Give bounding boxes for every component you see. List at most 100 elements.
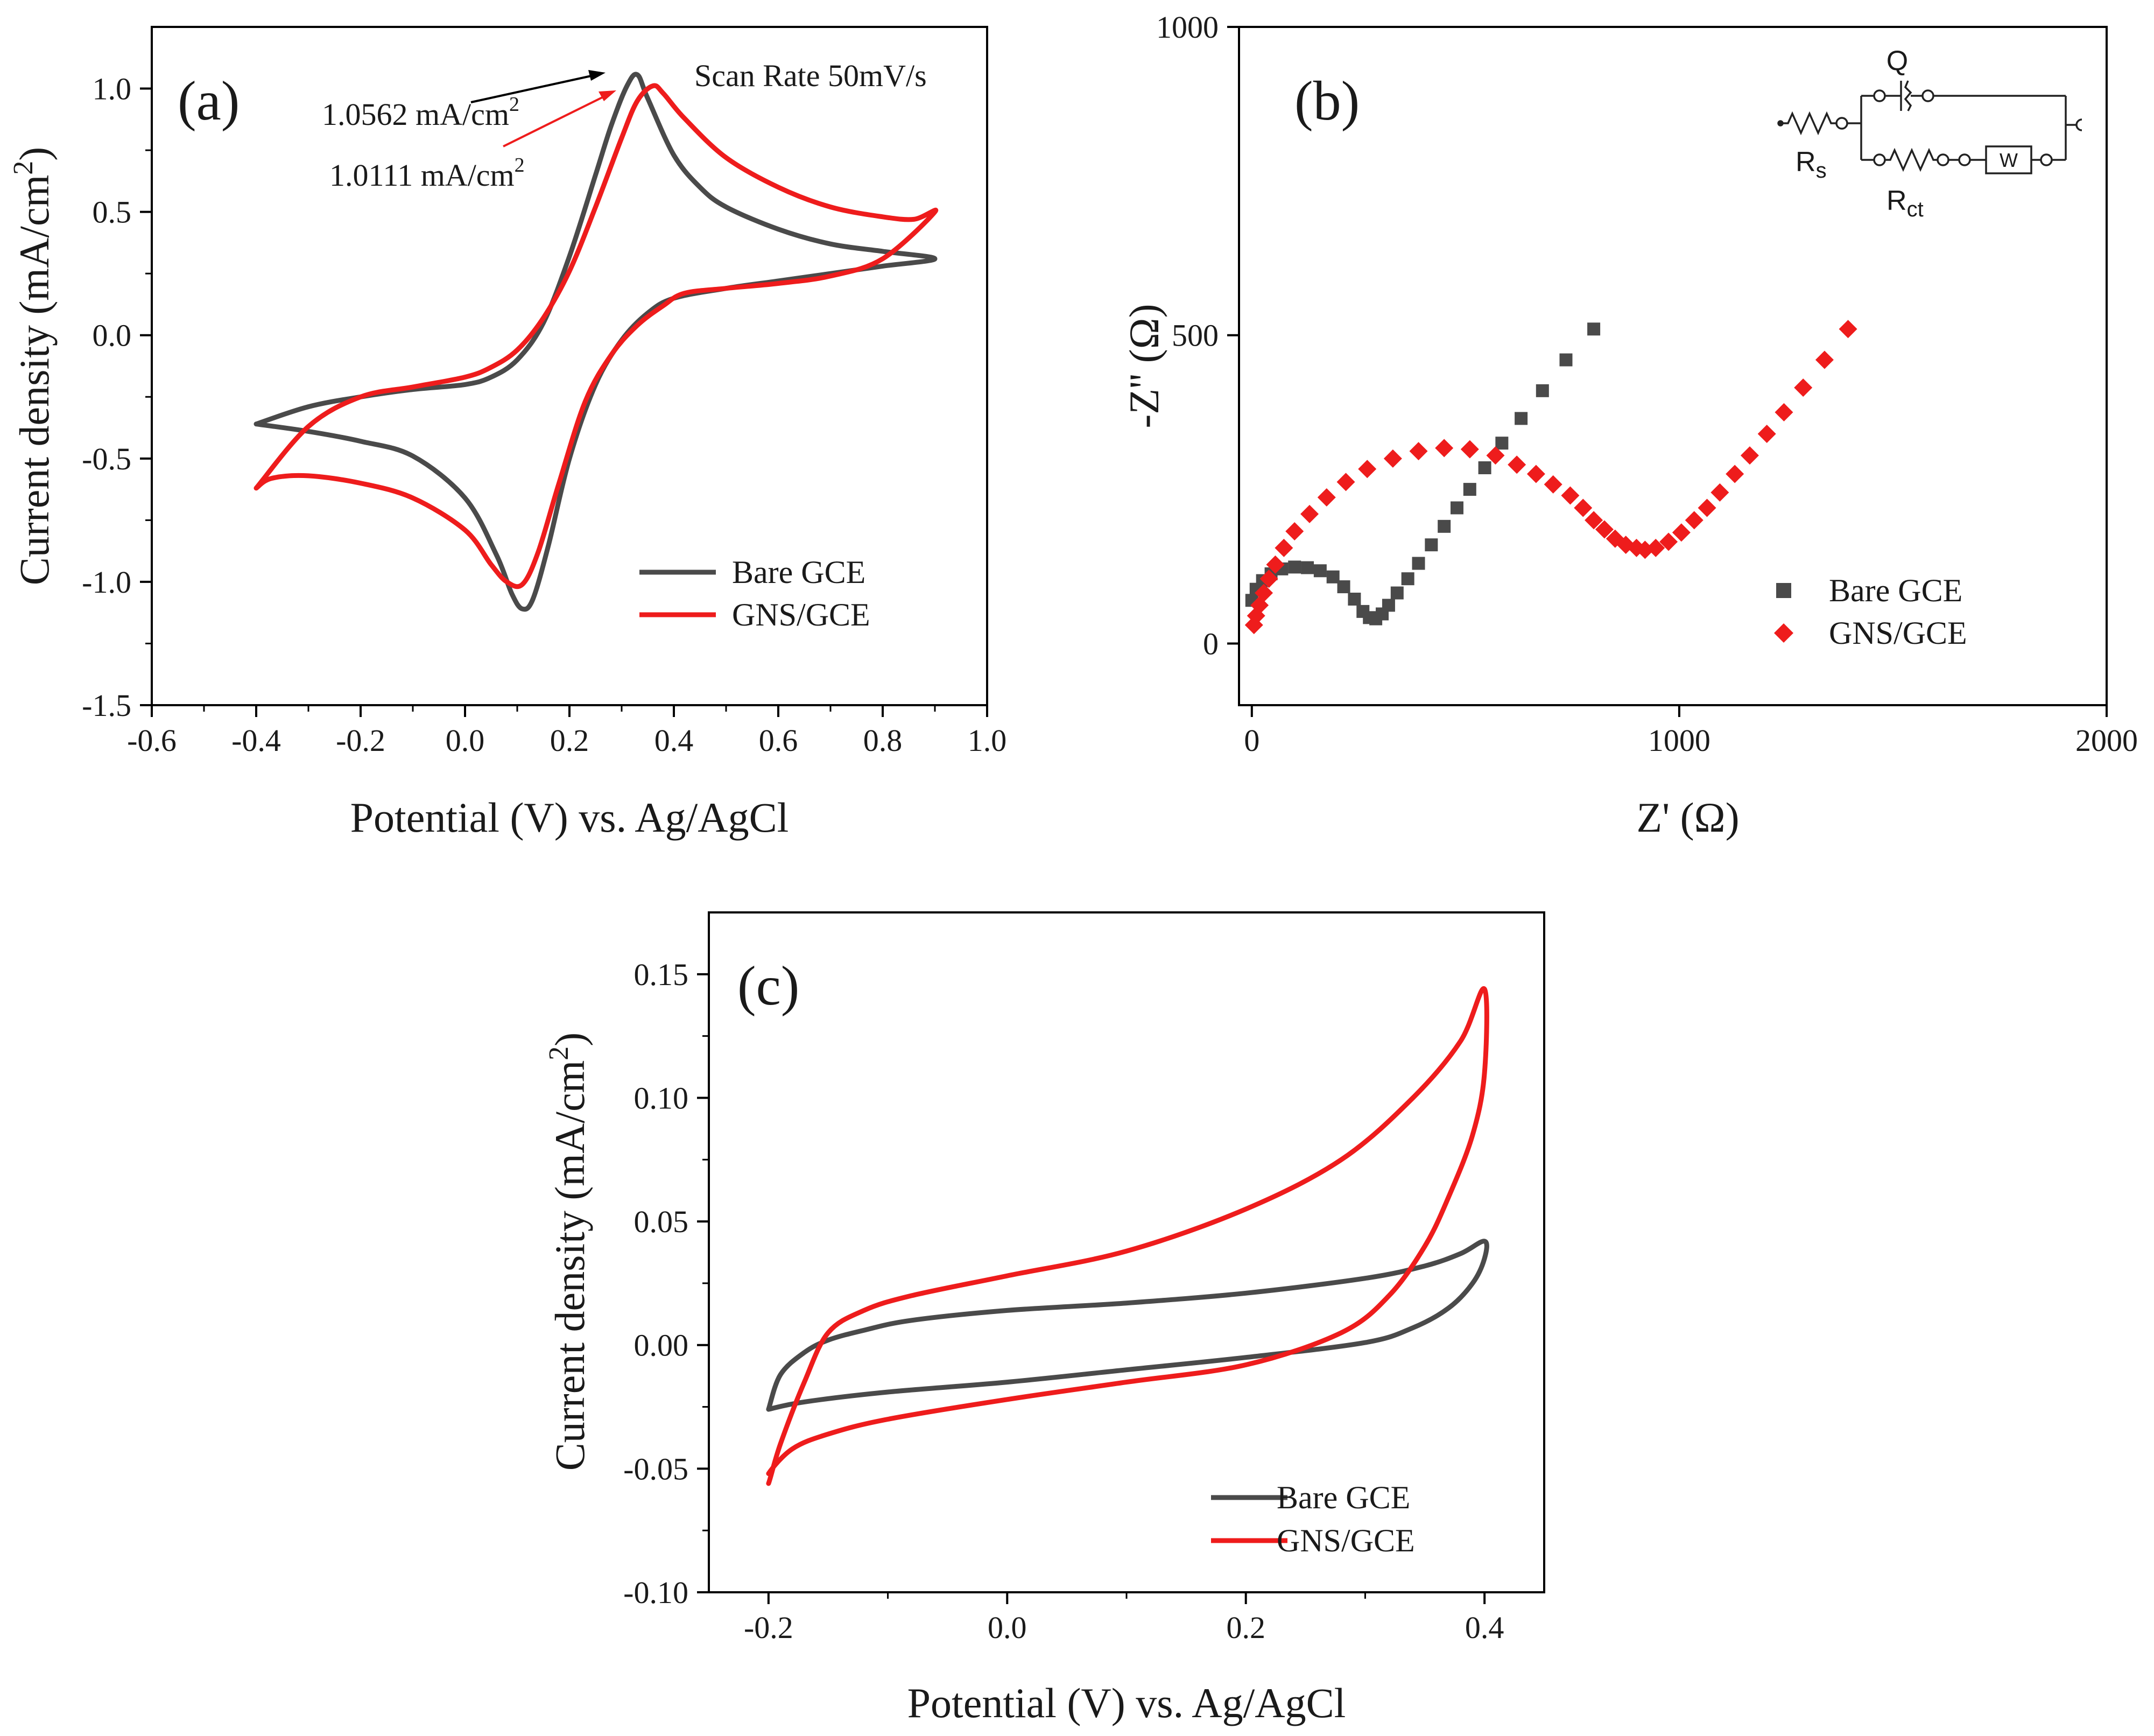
panel-c-series — [766, 986, 1489, 1486]
data-point-gns-gce — [1775, 403, 1793, 421]
data-point-bare-gce — [1313, 564, 1327, 578]
data-point-bare-gce — [1515, 412, 1528, 425]
circuit-q-label: Q — [1886, 45, 1908, 76]
data-point-bare-gce — [1438, 519, 1451, 533]
circuit-output-terminal — [2075, 118, 2082, 131]
panel-c-x-label: Potential (V) vs. Ag/AgCl — [907, 1679, 1346, 1726]
x-tick-label: 0.8 — [863, 723, 903, 758]
panel-b-series — [1244, 320, 1857, 635]
x-tick-label: 0 — [1244, 723, 1259, 758]
x-tick-label: -0.6 — [127, 723, 177, 758]
x-tick-label: 0.4 — [654, 723, 694, 758]
data-point-gns-gce — [1815, 350, 1834, 369]
circuit-rs-label: Rs — [1796, 146, 1827, 182]
y-tick-label: 0 — [1203, 626, 1219, 661]
data-point-bare-gce — [1559, 353, 1573, 367]
data-point-bare-gce — [1337, 580, 1350, 594]
data-point-bare-gce — [1401, 572, 1414, 586]
panel-c-y-label-sup: 2 — [544, 1046, 574, 1060]
data-point-bare-gce — [1478, 461, 1491, 474]
panel-b-nyquist-chart: 0 1000 2000 0 500 1000 (b) — [1121, 10, 2138, 841]
circuit-node — [1873, 89, 1886, 102]
series-line-bare-gce — [254, 72, 938, 612]
x-tick-label: 0.4 — [1465, 1610, 1504, 1645]
panel-a-y-label-main: Current density (mA/cm — [11, 175, 58, 586]
data-point-gns-gce — [1544, 475, 1562, 494]
x-tick-label: -0.4 — [231, 723, 281, 758]
panel-a-legend-gns: GNS/GCE — [732, 597, 870, 632]
panel-c-ticks — [697, 973, 1486, 1604]
panel-c-label: (c) — [737, 955, 799, 1017]
data-point-gns-gce — [1486, 446, 1505, 465]
data-point-gns-gce — [1726, 465, 1744, 483]
panel-b-y-tick-labels: 0 500 1000 — [1156, 10, 1219, 661]
panel-a-cv-chart: -0.6 -0.4 -0.2 0.0 0.2 0.4 0.6 0.8 1.0 -1.5-1.0-… — [8, 26, 1007, 841]
series-line-gns-gce — [254, 83, 939, 589]
data-point-bare-gce — [1412, 557, 1425, 570]
data-point-bare-gce — [1587, 322, 1601, 336]
y-tick-label: -0.5 — [82, 441, 131, 476]
x-tick-label: 1.0 — [968, 723, 1007, 758]
data-point-gns-gce — [1300, 504, 1319, 523]
panel-a-y-label: Current density (mA/cm2) — [8, 147, 58, 586]
data-point-gns-gce — [1672, 523, 1691, 542]
panel-a-scan-rate: Scan Rate 50mV/s — [694, 58, 927, 93]
panel-a-y-tick-labels: -1.5 -1.0 -0.5 0.0 0.5 1.0 — [82, 72, 131, 723]
data-point-gns-gce — [1710, 483, 1729, 502]
circuit-node — [1921, 89, 1934, 102]
data-point-gns-gce — [1757, 425, 1776, 443]
data-point-gns-gce — [1358, 460, 1377, 479]
x-tick-label: 1000 — [1648, 723, 1710, 758]
panel-a-legend: Bare GCE GNS/GCE — [639, 554, 870, 632]
data-point-gns-gce — [1574, 498, 1593, 517]
panel-a-arrowhead-gns — [599, 90, 616, 101]
data-point-bare-gce — [1301, 561, 1314, 574]
series-line-gns-gce — [766, 986, 1489, 1486]
panel-a-legend-bare: Bare GCE — [732, 554, 865, 590]
circuit-node — [1937, 153, 1949, 166]
circuit-node — [1835, 117, 1848, 130]
panel-a-x-label: Potential (V) vs. Ag/AgCl — [350, 794, 789, 841]
panel-b-x-tick-labels: 0 1000 2000 — [1244, 723, 2138, 758]
data-point-gns-gce — [1383, 449, 1402, 468]
y-tick-label: -0.10 — [623, 1575, 688, 1610]
panel-a-ticks — [140, 87, 988, 717]
series-line-bare-gce — [766, 1239, 1489, 1412]
x-tick-label: 0.0 — [988, 1610, 1027, 1645]
y-tick-label: -0.05 — [623, 1451, 688, 1486]
x-tick-label: 0.2 — [1226, 1610, 1265, 1645]
x-tick-label: 0.2 — [550, 723, 589, 758]
data-point-gns-gce — [1255, 584, 1273, 602]
circuit-node — [2040, 153, 2053, 166]
data-point-gns-gce — [1839, 320, 1857, 339]
data-point-gns-gce — [1794, 378, 1813, 397]
panel-a-label: (a) — [178, 70, 240, 132]
data-point-gns-gce — [1659, 532, 1678, 551]
data-point-gns-gce — [1585, 511, 1603, 530]
panel-a-peak-bare-value: 1.0562 mA/cm — [322, 97, 509, 132]
panel-c-legend: Bare GCE GNS/GCE — [1211, 1480, 1415, 1558]
data-point-gns-gce — [1698, 498, 1716, 517]
panel-b-circuit-inset — [1777, 80, 2082, 174]
panel-a-y-label-sup: 2 — [8, 161, 39, 175]
data-point-bare-gce — [1463, 483, 1476, 496]
circuit-input-terminal — [1777, 120, 1784, 126]
data-point-bare-gce — [1348, 592, 1361, 606]
x-tick-label: 0.6 — [759, 723, 798, 758]
panel-a-peak-bare-sup: 2 — [509, 93, 519, 116]
x-tick-label: 2000 — [2075, 723, 2138, 758]
y-tick-label: 0.5 — [93, 195, 132, 230]
circuit-rs-main: R — [1796, 146, 1816, 178]
x-tick-label: -0.2 — [336, 723, 385, 758]
data-point-bare-gce — [1425, 538, 1438, 552]
resistor-rs-icon — [1783, 111, 1836, 136]
y-tick-label: 0.00 — [634, 1328, 689, 1363]
panel-b-x-label: Z' (Ω) — [1636, 794, 1739, 841]
y-tick-label: 500 — [1172, 318, 1219, 353]
y-tick-label: 0.10 — [634, 1080, 689, 1115]
panel-a-arrow-bare — [470, 73, 599, 103]
data-point-gns-gce — [1336, 473, 1355, 491]
data-point-bare-gce — [1390, 586, 1404, 600]
panel-a-y-label-close: ) — [11, 147, 58, 161]
